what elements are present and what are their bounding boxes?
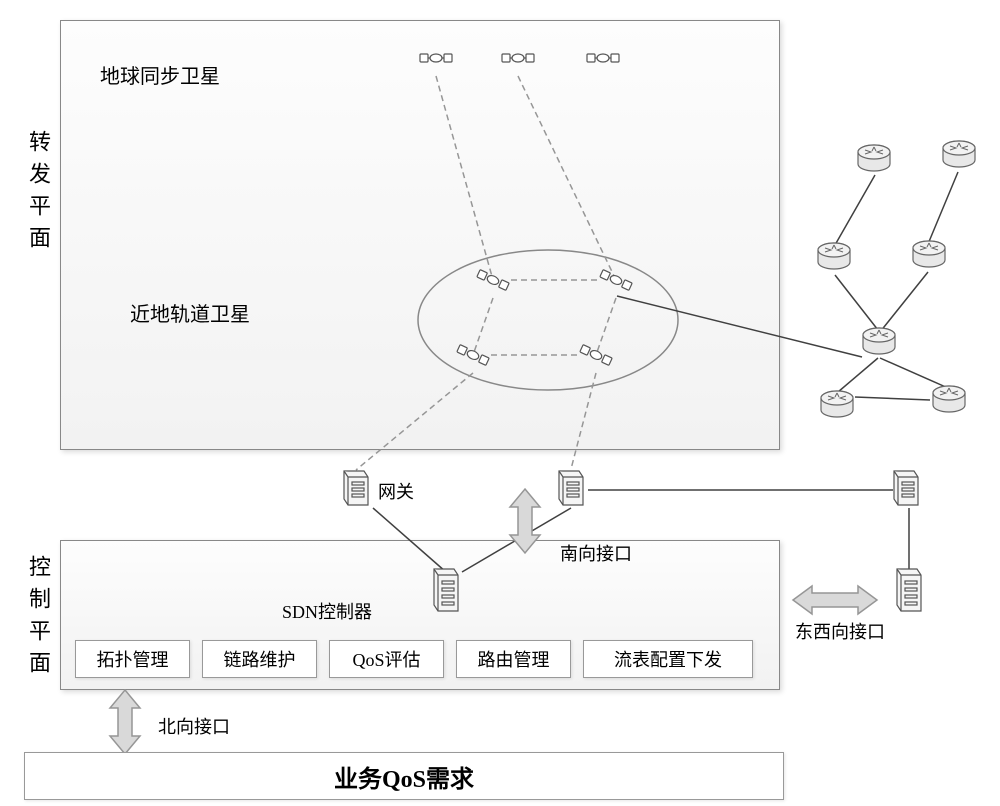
geo-satellite-icon [500,40,536,76]
leo-satellite-icon [598,262,634,298]
gateway-server-icon [890,467,922,509]
northbound-arrow-icon [100,688,150,756]
router-icon [818,388,856,420]
control-plane-label: 控制平面 [22,555,54,683]
sdn-controller-icon [430,565,462,615]
geo-sat-label: 地球同步卫星 [100,60,220,89]
module-link: 链路维护 [202,640,317,678]
southbound-arrow-icon [500,487,550,555]
leo-satellite-icon [475,262,511,298]
module-qos: QoS评估 [329,640,444,678]
module-label: 拓扑管理 [97,646,169,672]
qos-label: 业务QoS需求 [334,759,474,794]
router-icon [815,240,853,272]
router-icon [930,383,968,415]
leo-sat-label: 近地轨道卫星 [130,298,250,327]
eastwest-arrow-icon [790,580,880,620]
gateway-label: 网关 [378,478,414,504]
module-label: 链路维护 [224,646,296,672]
router-icon [940,138,978,170]
module-label: QoS评估 [352,646,420,672]
module-label: 路由管理 [478,646,550,672]
gateway-server-icon [340,467,372,509]
eastwest-label: 东西向接口 [795,618,885,644]
router-icon [855,142,893,174]
module-flowtable: 流表配置下发 [583,640,753,678]
northbound-label: 北向接口 [158,713,230,739]
module-topology: 拓扑管理 [75,640,190,678]
qos-requirements-box: 业务QoS需求 [24,752,784,800]
module-label: 流表配置下发 [614,646,722,672]
geo-satellite-icon [585,40,621,76]
gateway-server-icon [555,467,587,509]
router-icon [860,325,898,357]
southbound-label: 南向接口 [560,540,632,566]
sdn-controller-label: SDN控制器 [282,598,372,624]
forwarding-plane-label: 转发平面 [22,130,54,258]
leo-satellite-icon [455,337,491,373]
remote-controller-icon [893,565,925,615]
router-icon [910,238,948,270]
leo-satellite-icon [578,337,614,373]
geo-satellite-icon [418,40,454,76]
module-routing: 路由管理 [456,640,571,678]
